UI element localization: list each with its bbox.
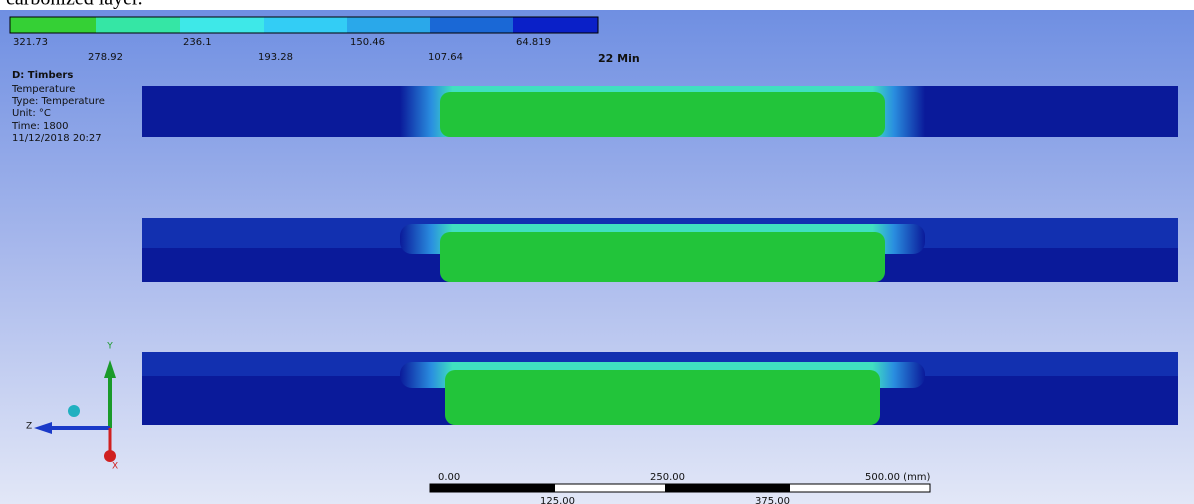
viewport: carbonized layer. 321.73 236.1 150.46 64…	[0, 0, 1194, 504]
legend-label: 236.1	[183, 37, 212, 48]
legend-label: 321.73	[13, 37, 48, 48]
screenshot: carbonized layer. 321.73 236.1 150.46 64…	[0, 0, 1194, 504]
scale-label: 500.00 (mm)	[865, 472, 931, 483]
info-line: 11/12/2018 20:27	[12, 133, 102, 144]
char-zone	[440, 92, 885, 137]
x-tip	[104, 450, 116, 462]
legend-swatch	[513, 17, 598, 33]
triad-label: Z	[26, 422, 32, 432]
legend-swatch	[347, 17, 430, 33]
scale-label: 0.00	[438, 472, 460, 483]
iso-ball	[68, 405, 80, 417]
triad-label: Y	[106, 342, 113, 352]
info-line: Temperature	[11, 84, 75, 95]
legend-swatch	[180, 17, 264, 33]
triad-label: X	[112, 462, 118, 472]
beams	[142, 86, 1178, 425]
scale-label: 125.00	[540, 496, 575, 504]
scale-segment	[430, 484, 555, 492]
scale-label: 250.00	[650, 472, 685, 483]
legend-label: 278.92	[88, 52, 123, 63]
time-label: 22 Min	[598, 52, 640, 65]
caption: carbonized layer.	[6, 0, 143, 10]
legend-swatch	[264, 17, 347, 33]
legend-swatch	[96, 17, 180, 33]
info-title: D: Timbers	[12, 70, 73, 81]
char-zone	[440, 232, 885, 282]
info-line: Type: Temperature	[11, 96, 105, 107]
info-line: Unit: °C	[12, 108, 51, 119]
legend-label: 107.64	[428, 52, 463, 63]
char-zone	[445, 370, 880, 425]
legend-label: 193.28	[258, 52, 293, 63]
scale-segment	[665, 484, 790, 492]
legend-label: 150.46	[350, 37, 385, 48]
scale-label: 375.00	[755, 496, 790, 504]
info-line: Time: 1800	[11, 121, 68, 132]
legend-label: 64.819	[516, 37, 551, 48]
legend-swatch	[10, 17, 96, 33]
legend-swatch	[430, 17, 513, 33]
